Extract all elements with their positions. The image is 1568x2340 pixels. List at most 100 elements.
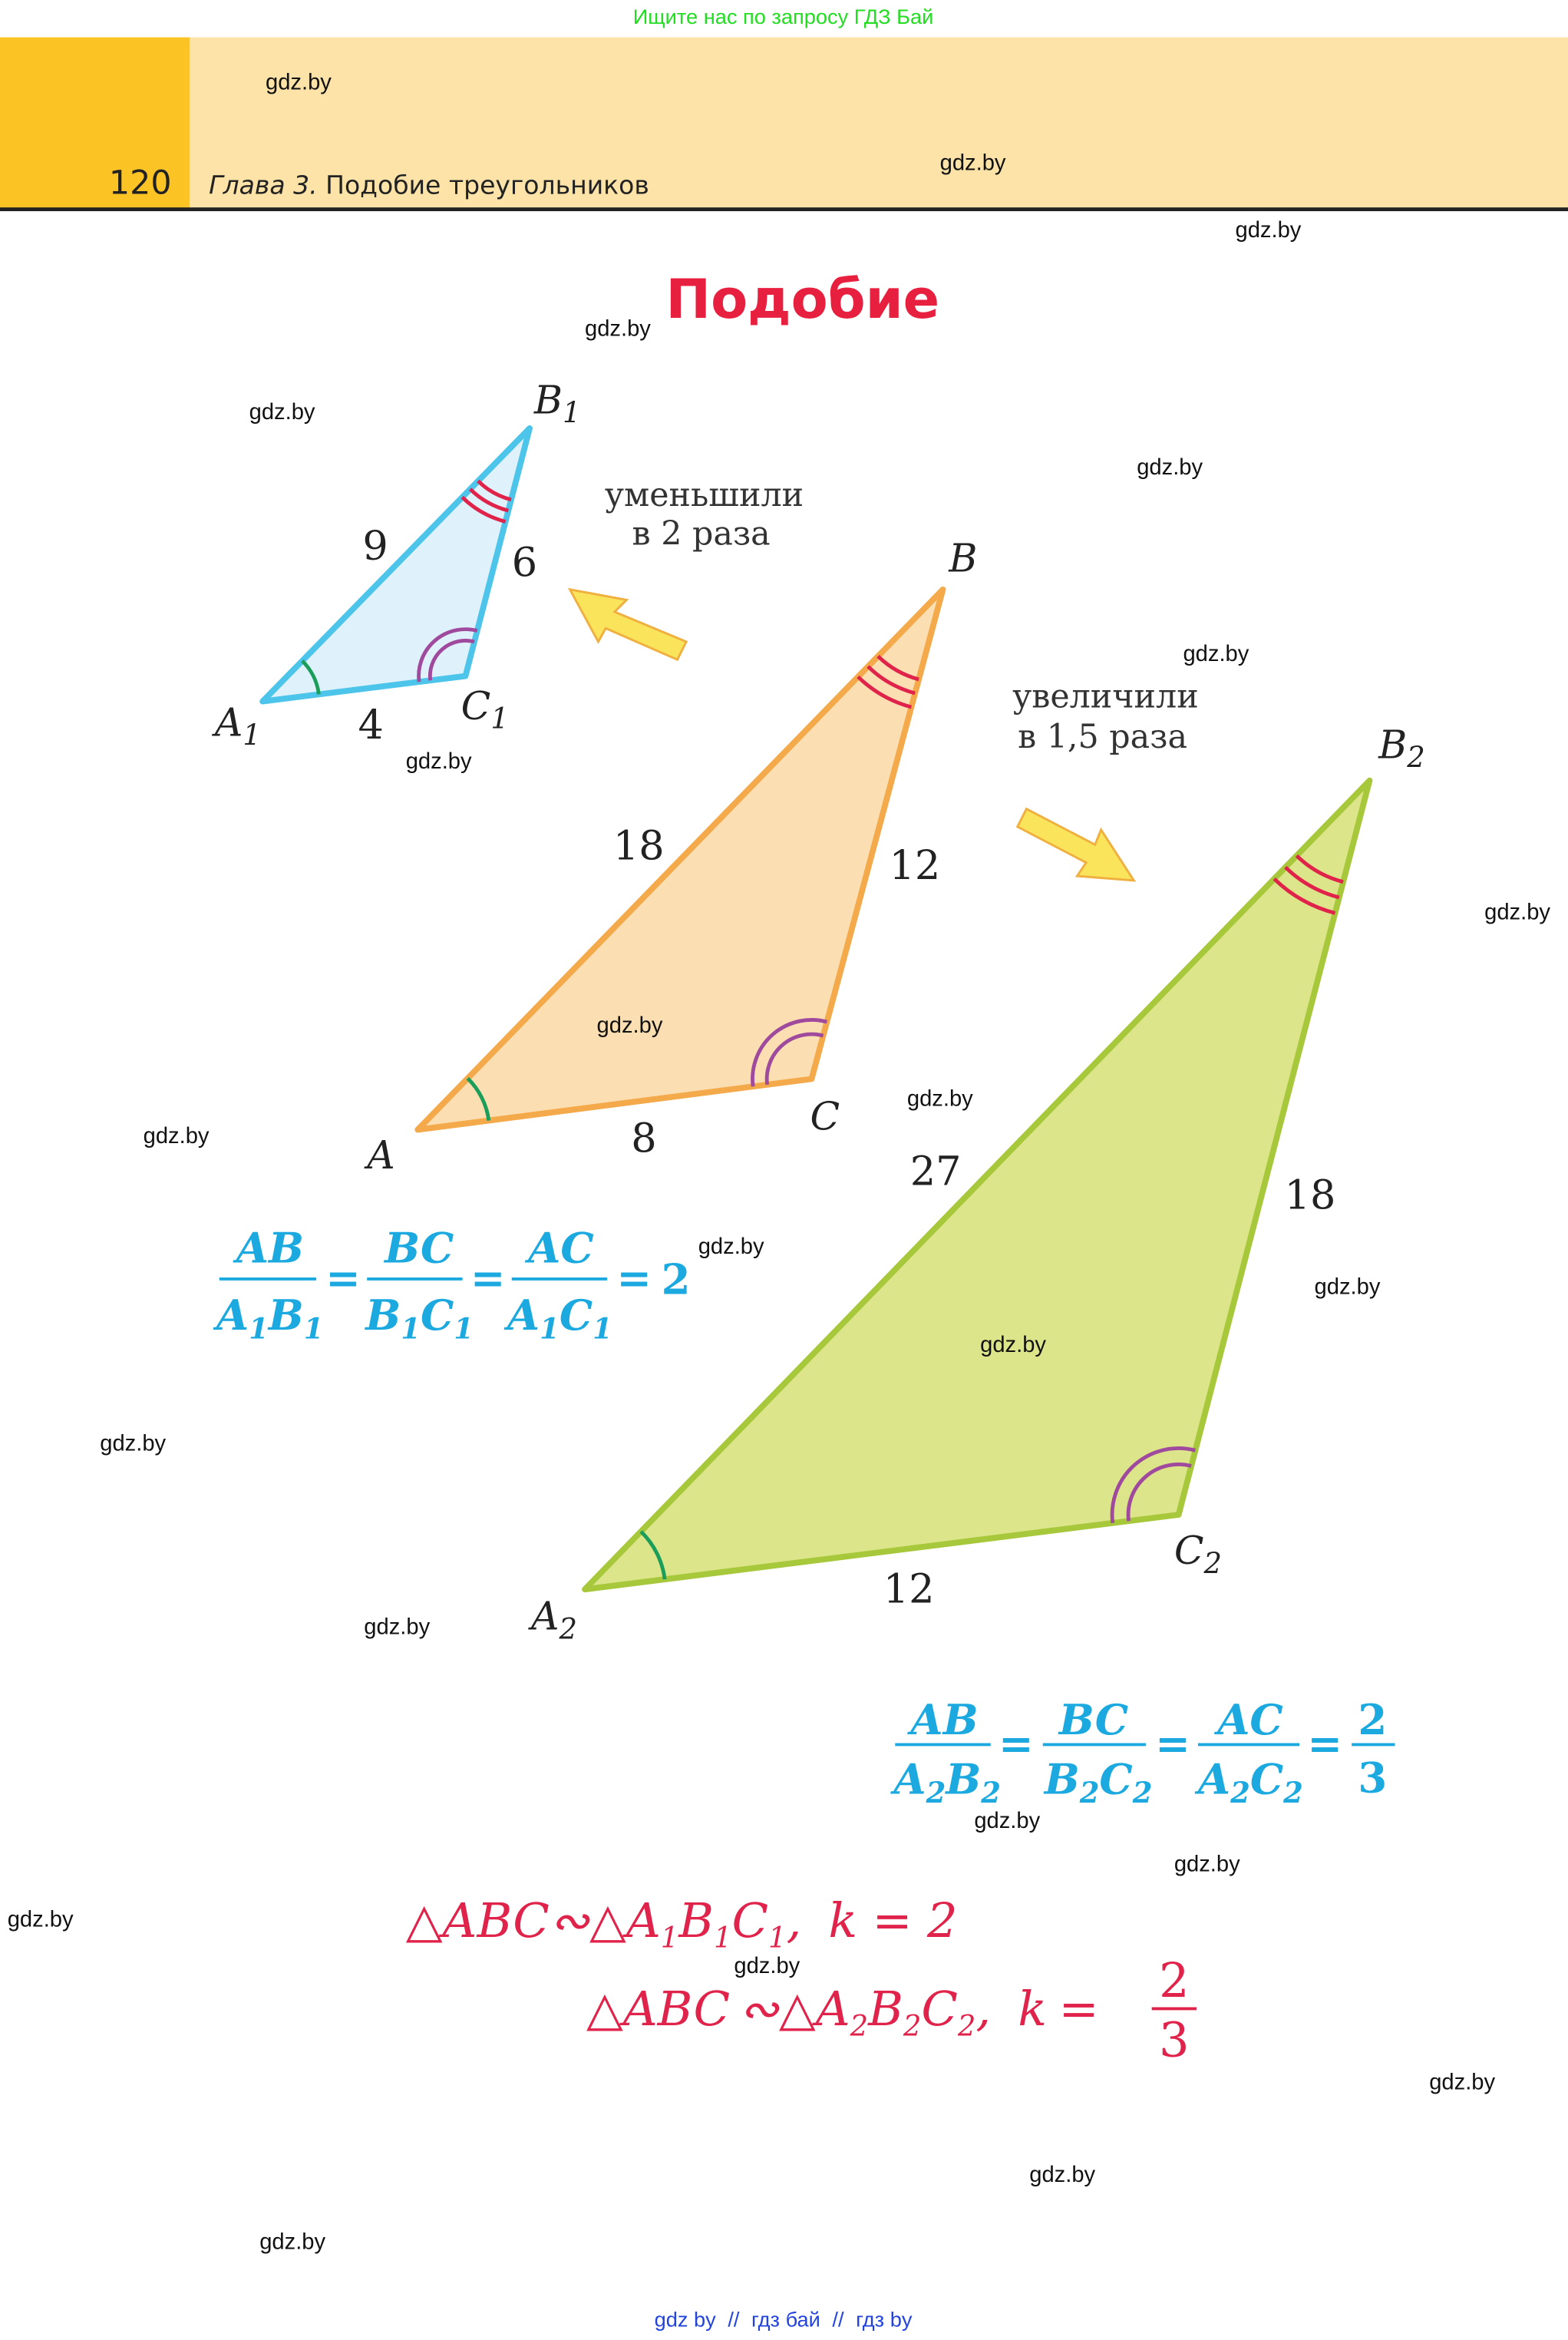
vertex-c2: C2 xyxy=(1174,1528,1222,1580)
conclusion-line-1: △ABC∾△A1B1C1, k = 2 xyxy=(406,1892,958,1955)
footer-links: gdz by//гдз бай//гдз by xyxy=(655,2307,913,2331)
watermark-text: gdz.by xyxy=(1174,1852,1240,1877)
header-rule xyxy=(0,207,1568,212)
watermark-text: gdz.by xyxy=(8,1908,74,1932)
page-number: 120 xyxy=(109,164,172,203)
svg-text:BC: BC xyxy=(383,1224,454,1273)
top-banner-link[interactable]: Ищите нас по запросу ГДЗ Бай xyxy=(633,5,934,28)
angle-c-mark xyxy=(427,638,475,681)
watermark-text: gdz.by xyxy=(406,749,472,774)
vertex-a: A xyxy=(364,1132,395,1178)
watermark-text: gdz.by xyxy=(364,1615,430,1640)
note-enlarged-line2: в 1,5 раза xyxy=(1018,718,1187,756)
triangle-small xyxy=(259,425,533,705)
angle-b-mark xyxy=(876,655,919,682)
side-a2c2: 12 xyxy=(883,1566,935,1613)
side-a1c1: 4 xyxy=(358,702,384,749)
angle-marks xyxy=(301,479,1344,1580)
angle-b-mark xyxy=(460,495,507,524)
angle-a-mark xyxy=(639,1530,667,1580)
angle-a-mark xyxy=(466,1076,491,1121)
side-ac: 8 xyxy=(631,1115,656,1162)
svg-text:A1B1: A1B1 xyxy=(213,1291,324,1346)
svg-text:=: = xyxy=(470,1253,506,1302)
note-enlarged-line1: увеличили xyxy=(1012,677,1199,716)
svg-text:AC: AC xyxy=(524,1224,594,1273)
svg-text:2: 2 xyxy=(1358,1695,1387,1744)
watermark-text: gdz.by xyxy=(1137,455,1203,480)
watermark-text: gdz.by xyxy=(974,1809,1040,1833)
page-title: Подобие xyxy=(666,268,940,331)
watermark-text: gdz.by xyxy=(266,71,332,95)
svg-text:AB: AB xyxy=(233,1224,304,1273)
ratio-equation-2: AB A2B2 = BC B2C2 = AC A2C2 = 2 3 xyxy=(890,1695,1395,1810)
footer-link-2[interactable]: гдз бай xyxy=(751,2307,820,2331)
watermark-text: gdz.by xyxy=(597,1013,663,1038)
conclusion-k2-numerator: 2 xyxy=(1159,1952,1190,2008)
angle-b-mark xyxy=(1273,877,1336,915)
watermark-text: gdz.by xyxy=(144,1124,210,1149)
vertex-b1: B1 xyxy=(533,377,581,429)
angle-b-mark xyxy=(867,665,916,696)
side-a1b1: 9 xyxy=(362,523,388,570)
svg-text:=: = xyxy=(325,1253,361,1302)
side-b2c2: 18 xyxy=(1285,1172,1336,1219)
angle-c-mark xyxy=(1126,1462,1192,1522)
watermark-text: gdz.by xyxy=(980,1333,1046,1357)
conclusion-line-2: △ABC ∾△A2B2C2, k = xyxy=(586,1981,1099,2043)
vertex-a1: A1 xyxy=(212,699,261,752)
footer-link-1[interactable]: gdz by xyxy=(655,2307,717,2331)
angle-c-mark xyxy=(764,1032,824,1086)
vertex-b: B xyxy=(948,536,977,581)
footer-link-3[interactable]: гдз by xyxy=(856,2307,913,2331)
svg-text:=: = xyxy=(1307,1719,1342,1768)
svg-text:AC: AC xyxy=(1213,1695,1283,1744)
ratio-equation-1: AB A1B1 = BC B1C1 = AC A1C1 = 2 xyxy=(213,1224,691,1346)
angle-c-mark xyxy=(417,627,478,682)
watermark-text: gdz.by xyxy=(249,400,315,425)
watermark-text: gdz.by xyxy=(585,316,651,341)
svg-text:B1C1: B1C1 xyxy=(364,1291,474,1346)
svg-text:A2C2: A2C2 xyxy=(1194,1755,1303,1810)
vertex-a2: A2 xyxy=(528,1594,577,1646)
svg-text:AB: AB xyxy=(906,1695,978,1744)
angle-b-mark xyxy=(857,675,913,709)
angle-c-mark xyxy=(1110,1446,1197,1524)
watermark-text: gdz.by xyxy=(907,1086,973,1111)
side-a2b2: 27 xyxy=(910,1148,962,1195)
angle-c-mark xyxy=(751,1018,828,1087)
triangle-middle xyxy=(414,586,946,1133)
svg-text:=: = xyxy=(999,1719,1034,1768)
watermark-text: gdz.by xyxy=(1315,1274,1381,1299)
watermark-text: gdz.by xyxy=(1484,900,1550,924)
watermark-text: gdz.by xyxy=(259,2229,325,2254)
svg-text:BC: BC xyxy=(1058,1695,1128,1744)
conclusion-k2-denominator: 3 xyxy=(1159,2012,1190,2068)
header-page-block xyxy=(0,37,190,210)
watermark-text: gdz.by xyxy=(734,1954,800,1978)
svg-text:A1C1: A1C1 xyxy=(503,1291,612,1346)
watermark-text: gdz.by xyxy=(940,151,1006,176)
chapter-label: Глава 3. xyxy=(209,170,317,200)
watermark-text: gdz.by xyxy=(1429,2070,1495,2094)
note-reduced-line1: уменьшили xyxy=(605,476,804,514)
side-ab: 18 xyxy=(613,823,665,870)
chapter-title: Подобие треугольников xyxy=(318,170,649,200)
angle-b-mark xyxy=(468,488,509,513)
header-band xyxy=(0,37,1568,210)
angle-a-mark xyxy=(301,659,321,695)
svg-text:B2C2: B2C2 xyxy=(1043,1755,1153,1810)
chapter-heading: Глава 3. Подобие треугольников xyxy=(209,170,649,200)
watermarks: gdz.by gdz.by gdz.by gdz.by gdz.by gdz.by gdz.… xyxy=(8,71,1551,2255)
svg-text:=: = xyxy=(616,1253,652,1302)
svg-text:A2B2: A2B2 xyxy=(890,1755,1001,1810)
triangle-large xyxy=(582,777,1373,1593)
watermark-text: gdz.by xyxy=(1183,642,1249,666)
vertex-b2: B2 xyxy=(1378,722,1425,774)
side-bc: 12 xyxy=(890,842,941,889)
watermark-text: gdz.by xyxy=(698,1234,764,1259)
watermark-text: gdz.by xyxy=(1029,2163,1095,2187)
svg-text:2: 2 xyxy=(662,1254,691,1304)
